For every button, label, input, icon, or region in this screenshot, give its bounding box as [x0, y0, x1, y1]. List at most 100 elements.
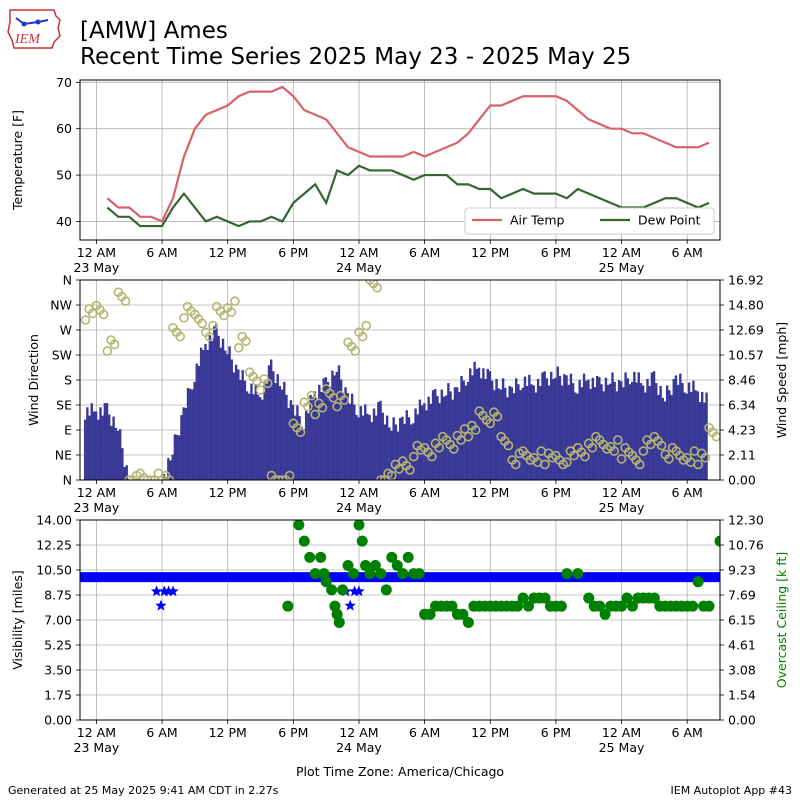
wind-speed-bar	[234, 364, 238, 480]
x-tick-label: 12 AM	[77, 485, 116, 500]
wind-speed-bar	[348, 403, 352, 480]
ceiling-tick-label: 7.69	[728, 588, 756, 603]
air-temp-line	[106, 85, 710, 223]
wind-direction-marker	[98, 309, 109, 320]
wind-speed-bar	[114, 427, 118, 480]
wind-speed-bar	[493, 390, 496, 480]
ceiling-marker	[397, 568, 409, 580]
wind-speed-bar	[473, 361, 476, 480]
ceiling-marker	[293, 520, 305, 531]
x-date-label: 24 May	[336, 260, 382, 275]
visibility-marker	[150, 585, 163, 597]
wind-speed-bar	[379, 400, 382, 480]
wind-direction-marker	[226, 307, 237, 318]
wind-speed-bar	[418, 399, 422, 480]
wind-speed-bar	[703, 402, 706, 480]
wind-speed-bar	[414, 408, 417, 480]
wind-speed-bar	[364, 404, 367, 480]
wind-speed-bar	[423, 403, 426, 480]
wind-speed-bar	[184, 408, 188, 480]
ceiling-marker	[413, 568, 425, 580]
wind-speed-bar	[525, 386, 529, 480]
wind-speed-bar	[333, 375, 336, 480]
wind-direction-marker	[616, 454, 627, 464]
wind-speed-bar	[116, 430, 120, 480]
wind-speed-bar	[278, 386, 282, 480]
wind-speed-bar	[265, 383, 268, 480]
ceiling-marker	[523, 600, 535, 612]
wind-speed-bar	[442, 396, 446, 480]
wind-speed-bar	[267, 365, 271, 480]
wind-speed-bar	[480, 378, 483, 480]
x-tick-label: 6 AM	[146, 725, 177, 740]
y-tick-label: 40	[56, 214, 72, 229]
wind-speed-bar	[405, 410, 409, 480]
wind-speed-bar	[322, 378, 325, 480]
generated-note: Generated at 25 May 2025 9:41 AM CDT in …	[8, 784, 279, 797]
wind-speed-bar	[280, 389, 284, 480]
wind-speed-bar	[86, 407, 89, 480]
direction-tick-label: S	[64, 373, 72, 388]
wind-direction-marker	[317, 402, 328, 413]
wind-speed-bar	[558, 375, 562, 480]
wind-speed-bar	[180, 415, 183, 480]
wind-speed-bar	[123, 466, 126, 480]
ceiling-tick-label: 1.54	[728, 688, 756, 703]
ceiling-marker	[304, 551, 316, 563]
wind-speed-bar	[622, 387, 625, 480]
wind-speed-bar	[108, 414, 111, 480]
wind-speed-bar	[335, 371, 338, 480]
ceiling-marker	[517, 592, 529, 604]
wind-speed-bar	[600, 384, 603, 480]
wind-direction-marker	[109, 339, 120, 350]
y-tick-label: 60	[56, 121, 72, 136]
ceiling-tick-label: 12.30	[728, 513, 764, 528]
wind-speed-bar	[311, 397, 314, 480]
wind-speed-bar	[523, 376, 527, 480]
x-tick-label: 6 AM	[672, 245, 703, 260]
wind-speed-bar	[175, 434, 179, 480]
wind-speed-bar	[339, 379, 343, 480]
wind-speed-bar	[294, 415, 297, 480]
wind-speed-bar	[510, 387, 514, 480]
x-date-label: 25 May	[599, 260, 645, 275]
wind-speed-bar	[462, 380, 465, 480]
wind-speed-bar	[580, 387, 584, 480]
x-tick-label: 12 AM	[602, 725, 641, 740]
ceiling-marker	[386, 551, 398, 563]
wind-direction-marker	[80, 315, 91, 325]
x-tick-label: 12 PM	[209, 245, 247, 260]
wind-speed-bar	[269, 359, 273, 480]
wind-direction-marker	[273, 475, 284, 480]
wind-direction-marker	[175, 331, 186, 342]
speed-tick-label: 2.11	[728, 448, 756, 463]
wind-speed-bar	[512, 393, 516, 480]
wind-speed-bar	[578, 380, 581, 480]
chart-subtitle: Recent Time Series 2025 May 23 - 2025 Ma…	[80, 44, 632, 70]
wind-speed-bar	[392, 417, 395, 480]
visibility-marker	[353, 585, 365, 597]
wind-speed-bar	[399, 417, 402, 480]
wind-speed-bar	[250, 383, 253, 480]
wind-speed-bar	[315, 398, 319, 480]
wind-direction-marker	[613, 435, 623, 445]
wind-speed-bar	[353, 404, 356, 480]
ceiling-marker	[282, 600, 294, 612]
wind-speed-bar	[232, 372, 236, 480]
direction-tick-label: N	[63, 273, 72, 288]
wind-speed-bar	[88, 415, 91, 480]
ceiling-marker	[424, 608, 436, 620]
wind-speed-bar	[206, 349, 209, 480]
wind-direction-marker	[580, 451, 590, 462]
wind-speed-bar	[178, 435, 181, 480]
wind-direction-marker	[638, 446, 649, 456]
wind-speed-bar	[403, 423, 406, 480]
wind-speed-bar	[541, 372, 544, 480]
wind-speed-bar	[604, 377, 608, 480]
wind-speed-bar	[401, 416, 404, 480]
ceiling-tick-label: 9.23	[728, 563, 756, 578]
wind-direction-marker	[303, 401, 313, 412]
ceiling-marker	[380, 584, 392, 596]
wind-speed-bar	[191, 389, 194, 480]
wind-speed-bar	[355, 414, 358, 480]
